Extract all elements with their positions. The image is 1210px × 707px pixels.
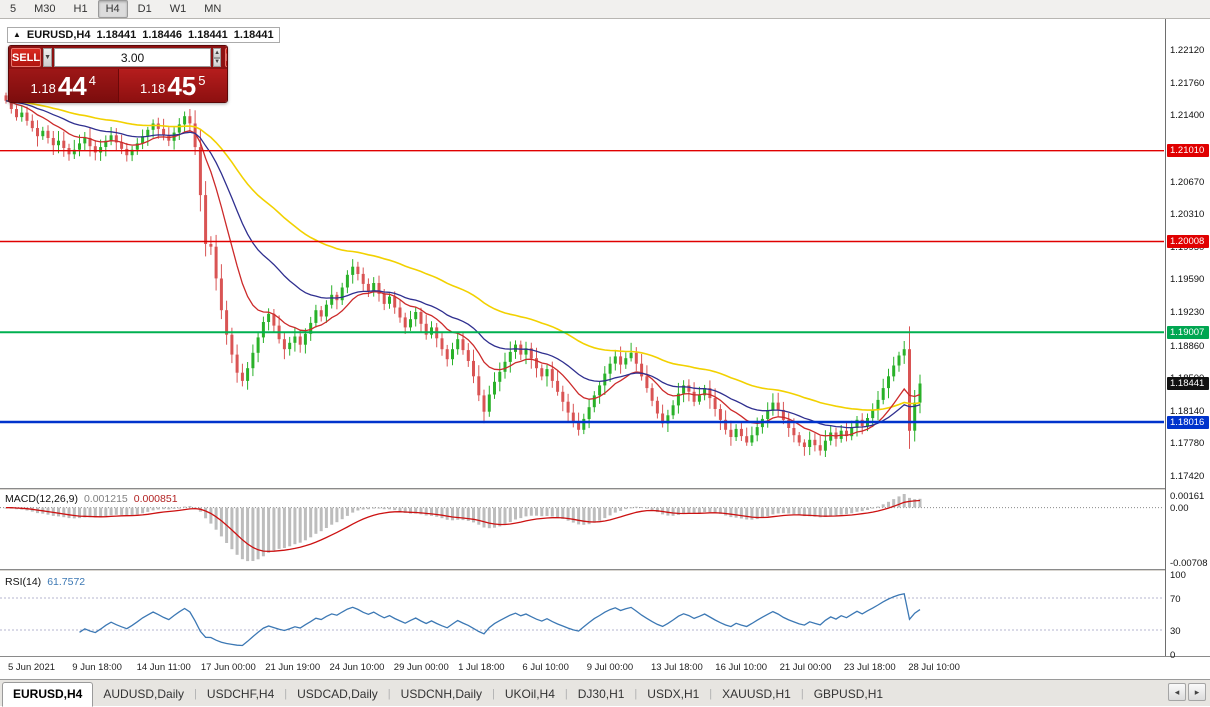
tab-separator: |: [194, 688, 197, 700]
tab-separator: |: [564, 688, 568, 700]
tab-nav: ◂ ▸: [1168, 683, 1206, 701]
macd-header: MACD(12,26,9) 0.001215 0.000851: [5, 493, 178, 505]
price-axis-tick: 1.21400: [1170, 110, 1205, 122]
volume-down-icon[interactable]: ▼: [213, 57, 222, 67]
macd-axis-tick: 0.00161: [1170, 490, 1205, 502]
trade-panel-quotes: 1.18 44 4 1.18 45 5: [9, 69, 227, 102]
time-axis-label: 24 Jun 10:00: [329, 662, 385, 673]
price-axis-tick: 1.18860: [1170, 340, 1205, 352]
time-axis-label: 6 Jul 10:00: [522, 662, 569, 673]
rsi-panel[interactable]: [0, 574, 1164, 654]
rsi-axis-tick: 30: [1170, 625, 1181, 637]
tab-separator: |: [634, 688, 638, 700]
chart-tab[interactable]: DJ30,H1: [577, 687, 625, 701]
panel-splitter[interactable]: [0, 488, 1210, 491]
tab-separator: |: [284, 688, 288, 700]
chart-symbol: EURUSD,H4: [26, 29, 91, 41]
tab-separator: |: [800, 688, 804, 700]
tab-scroll-left-icon[interactable]: ◂: [1168, 683, 1186, 701]
trade-panel-controls: SELL ▼ ▲ ▼ BUY: [9, 46, 227, 69]
chart-open: 1.18441: [96, 29, 137, 41]
buy-button[interactable]: BUY: [225, 48, 227, 67]
macd-signal-value: 0.000851: [133, 493, 178, 505]
price-axis-tick: 1.17420: [1170, 471, 1205, 482]
time-axis-label: 14 Jun 11:00: [136, 662, 191, 673]
ask-price[interactable]: 1.18 45 5: [117, 69, 227, 102]
rsi-axis-tick: 0: [1170, 649, 1176, 661]
one-click-trading-panel: SELL ▼ ▲ ▼ BUY 1.18 44 4 1.18 45 5: [8, 45, 228, 103]
time-axis-label: 1 Jul 18:00: [458, 662, 505, 673]
time-axis-label: 9 Jul 00:00: [586, 662, 634, 673]
bid-price[interactable]: 1.18 44 4: [9, 69, 118, 102]
timeframe-button-D1[interactable]: D1: [137, 3, 152, 15]
rsi-axis-tick: 100: [1170, 569, 1186, 581]
price-axis[interactable]: 1.221201.217601.214001.206701.203101.199…: [1165, 19, 1210, 661]
time-axis-label: 17 Jun 00:00: [200, 662, 256, 673]
chart-tab[interactable]: UKOil,H4: [504, 687, 555, 701]
time-axis-label: 21 Jun 19:00: [265, 662, 321, 673]
time-axis-label: 16 Jul 10:00: [715, 662, 768, 673]
price-axis-tick: 1.22120: [1170, 45, 1205, 57]
volume-input[interactable]: [54, 48, 212, 67]
rsi-header: RSI(14) 61.7572: [5, 576, 86, 588]
collapse-arrow-icon[interactable]: ▲: [13, 30, 21, 39]
price-axis-tick: 1.21760: [1170, 77, 1205, 89]
timeframe-button-H1[interactable]: H1: [73, 3, 88, 15]
timeframe-button-M30[interactable]: M30: [34, 3, 56, 15]
price-level-marker[interactable]: 1.21010: [1167, 144, 1209, 158]
chart-tab[interactable]: GBPUSD,H1: [813, 687, 884, 701]
chart-tab[interactable]: XAUUSD,H1: [722, 687, 791, 701]
chart-tab-bar: EURUSD,H4 AUDUSD,Daily | USDCHF,H4 | USDCAD,D…: [0, 679, 1210, 707]
macd-axis-tick: -0.00708: [1170, 558, 1208, 570]
chart-close: 1.18441: [233, 29, 274, 41]
chart-tab[interactable]: USDCHF,H4: [206, 687, 275, 701]
chart-tab[interactable]: AUDUSD,Daily: [103, 687, 185, 701]
tab-separator: |: [387, 688, 391, 700]
time-axis-label: 5 Jun 2021: [8, 662, 56, 673]
chart-ohlc-header: ▲ EURUSD,H4 1.18441 1.18446 1.18441 1.18…: [7, 27, 280, 43]
timeframe-button-W1[interactable]: W1: [169, 3, 187, 15]
chart-tab[interactable]: USDCNH,Daily: [400, 687, 482, 701]
time-axis-label: 29 Jun 00:00: [393, 662, 449, 673]
price-axis-tick: 1.20670: [1170, 176, 1205, 188]
chart-low: 1.18441: [188, 29, 228, 41]
tab-separator: |: [709, 688, 713, 700]
volume-dropdown-icon[interactable]: ▼: [43, 48, 53, 67]
rsi-axis-tick: 70: [1170, 593, 1181, 605]
price-level-marker[interactable]: 1.18016: [1167, 415, 1209, 429]
chart-tab[interactable]: USDX,H1: [647, 687, 700, 701]
price-level-marker[interactable]: 1.18441: [1167, 377, 1209, 390]
price-level-marker[interactable]: 1.19007: [1167, 325, 1209, 339]
timeframe-button-5[interactable]: 5: [10, 3, 17, 15]
price-level-marker[interactable]: 1.20008: [1167, 235, 1209, 248]
chart-high: 1.18446: [142, 29, 183, 41]
panel-splitter[interactable]: [0, 569, 1210, 572]
macd-value: 0.001215: [83, 493, 128, 505]
time-axis-label: 13 Jul 18:00: [651, 662, 703, 673]
sell-button[interactable]: SELL: [11, 48, 42, 67]
time-axis-label: 23 Jul 18:00: [843, 662, 896, 673]
price-axis-tick: 1.19590: [1170, 274, 1205, 286]
timeframe-button-H4[interactable]: H4: [97, 0, 128, 18]
time-axis: 5 Jun 2021 9 Jun 18:00 14 Jun 11:00 17 Jun …: [0, 656, 1210, 679]
volume-stepper: ▲ ▼: [213, 48, 222, 67]
price-axis-tick: 1.18140: [1170, 405, 1205, 417]
price-axis-tick: 1.19230: [1170, 307, 1205, 318]
price-axis-tick: 1.17780: [1170, 438, 1205, 450]
timeframe-button-MN[interactable]: MN: [204, 3, 222, 15]
tab-scroll-right-icon[interactable]: ▸: [1188, 683, 1206, 701]
chart-tab[interactable]: EURUSD,H4: [2, 682, 94, 707]
time-axis-label: 28 Jul 10:00: [908, 662, 960, 673]
volume-up-icon[interactable]: ▲: [213, 48, 222, 58]
time-axis-label: 9 Jun 18:00: [72, 662, 122, 673]
timeframe-toolbar: 5 M30 H1 H4 D1 W1 MN: [0, 0, 1210, 19]
macd-panel[interactable]: [0, 492, 1164, 566]
rsi-value: 61.7572: [47, 576, 86, 588]
price-axis-tick: 1.20310: [1170, 209, 1205, 221]
time-axis-label: 21 Jul 00:00: [779, 662, 832, 673]
chart-tab[interactable]: USDCAD,Daily: [297, 687, 378, 701]
tab-separator: |: [492, 688, 495, 700]
macd-axis-tick: 0.00: [1170, 503, 1189, 515]
